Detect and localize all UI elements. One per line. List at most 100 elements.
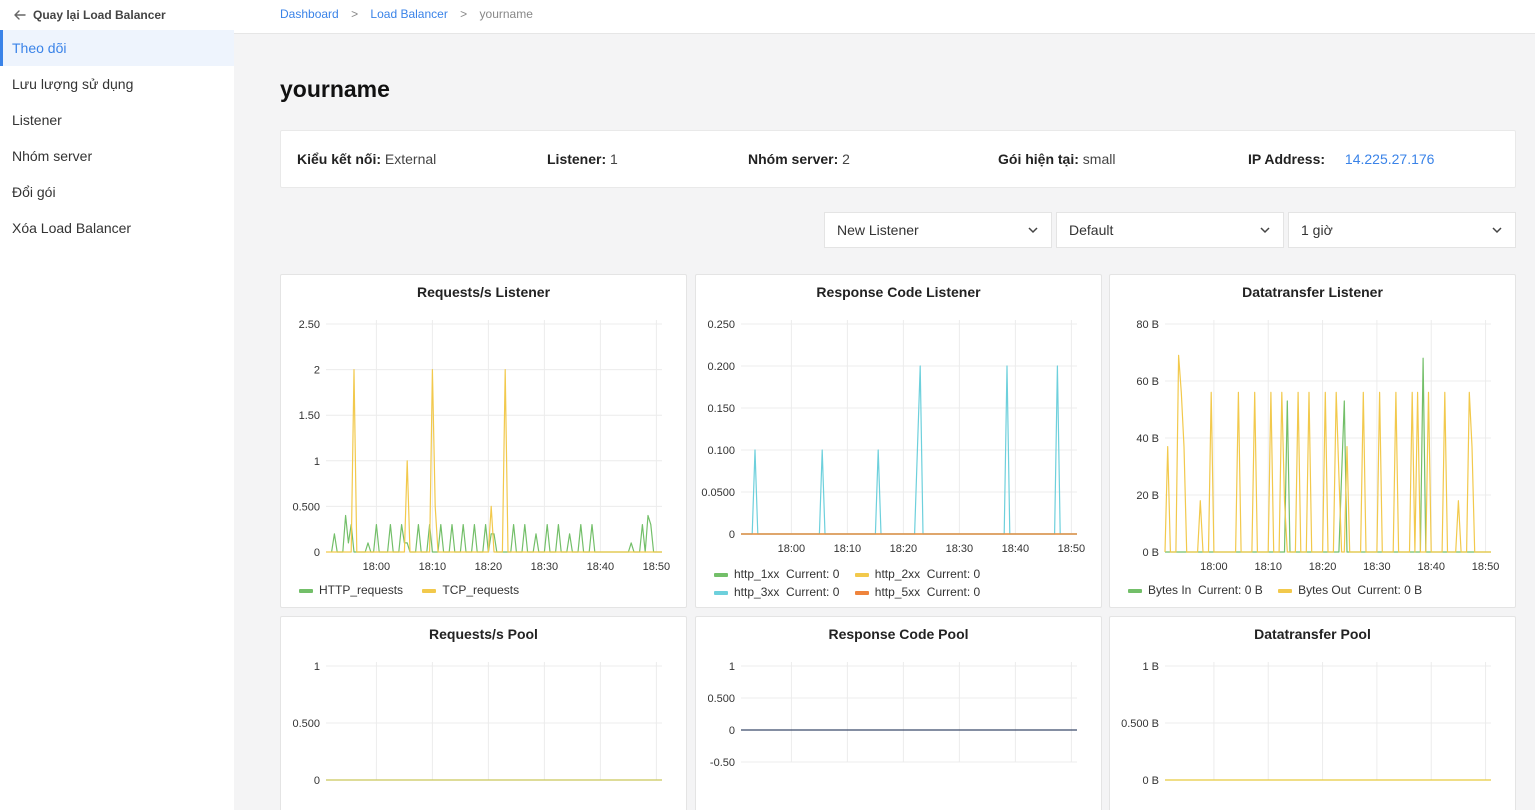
legend-current: 0 B	[1244, 583, 1263, 597]
y-tick-label: 0	[314, 775, 320, 787]
chart-legend: Bytes In Current: 0 B Bytes Out Current:…	[1128, 583, 1422, 597]
sidebar-item-change-plan[interactable]: Đổi gói	[12, 184, 56, 200]
breadcrumb-load-balancer[interactable]: Load Balancer	[370, 7, 448, 21]
series-line-bytes-in	[1165, 357, 1491, 553]
time-range-select[interactable]: 1 giờ	[1288, 212, 1516, 248]
legend-label: HTTP_requests	[319, 583, 404, 597]
x-tick-label: 18:10	[1254, 561, 1282, 573]
legend-swatch	[854, 572, 869, 577]
chart-title: Requests/s Pool	[429, 626, 538, 642]
x-tick-label: 18:00	[778, 543, 806, 555]
server-group-value: 2	[842, 151, 850, 167]
x-tick-label: 18:40	[587, 561, 615, 573]
chart-plot: -0.50 0 0.500 1	[707, 661, 1077, 769]
chart-panel-datatransfer-pool: Datatransfer Pool 0 B 0.500 B 1 B	[1109, 616, 1516, 810]
y-tick-label: 80 B	[1136, 319, 1159, 331]
y-tick-label: 0.100	[707, 445, 735, 457]
legend-item[interactable]: HTTP_requests	[299, 583, 403, 597]
sidebar-item-listener[interactable]: Listener	[12, 112, 62, 128]
legend-item[interactable]: TCP_requests	[422, 583, 519, 597]
y-tick-label: 40 B	[1136, 433, 1159, 445]
listener-select-value: New Listener	[837, 222, 919, 238]
sidebar-item-delete-load-balancer[interactable]: Xóa Load Balancer	[12, 220, 132, 236]
pool-select[interactable]: Default	[1056, 212, 1284, 248]
x-tick-label: 18:00	[363, 561, 391, 573]
chevron-down-icon	[1028, 227, 1038, 234]
x-tick-label: 18:10	[419, 561, 447, 573]
chart-title: Response Code Pool	[828, 626, 969, 642]
y-tick-label: -0.50	[710, 757, 735, 769]
legend-current: 0	[973, 585, 981, 599]
listener-select[interactable]: New Listener	[824, 212, 1052, 248]
chevron-down-icon	[1492, 227, 1502, 234]
legend-label: http_2xx	[874, 567, 921, 581]
server-group-label: Nhóm server:	[748, 151, 839, 167]
x-tick-label: 18:10	[834, 543, 862, 555]
back-link-label: Quay lại Load Balancer	[33, 8, 166, 22]
chart-plot: 0 0.500 1	[292, 661, 662, 787]
legend-swatch	[422, 588, 437, 593]
legend-label: http_5xx	[874, 585, 921, 599]
chart-title: Response Code Listener	[816, 284, 981, 300]
y-tick-label: 0 B	[1142, 547, 1159, 559]
y-tick-label: 1.50	[299, 410, 320, 422]
y-tick-label: 0	[729, 725, 735, 737]
chart-title: Datatransfer Pool	[1254, 626, 1371, 642]
legend-label: Bytes In	[1148, 583, 1192, 597]
chart-panel-response-code-listener: Response Code Listener 0 0.0500 0.100 0.150…	[695, 274, 1102, 608]
legend-swatch	[299, 588, 313, 593]
chart-panel-datatransfer-listener: Datatransfer Listener 0 B 20 B 40 B 60 B 80 …	[1109, 274, 1516, 608]
x-tick-label: 18:30	[531, 561, 559, 573]
y-tick-label: 1	[314, 661, 320, 673]
breadcrumb-dashboard[interactable]: Dashboard	[280, 7, 339, 21]
legend-item[interactable]: Bytes Out Current: 0 B	[1278, 583, 1422, 597]
legend-swatch	[714, 572, 728, 577]
sidebar-item-server-group[interactable]: Nhóm server	[12, 148, 93, 164]
y-tick-label: 0 B	[1142, 775, 1159, 787]
y-tick-label: 0	[729, 529, 735, 541]
legend-current: 0	[973, 567, 981, 581]
series-line-http-requests	[331, 514, 662, 553]
y-tick-label: 60 B	[1136, 376, 1159, 388]
x-tick-label: 18:30	[1363, 561, 1391, 573]
series-line-tcp-requests	[326, 368, 662, 553]
x-tick-label: 18:20	[475, 561, 503, 573]
ip-address-value[interactable]: 14.225.27.176	[1344, 151, 1435, 167]
page-title: yourname	[280, 76, 390, 102]
x-tick-label: 18:50	[643, 561, 671, 573]
chart-panel-requests-listener: Requests/s Listener 0 0.500 1 1.50 2 2.50 18:0…	[280, 274, 687, 608]
current-plan-value: small	[1082, 151, 1116, 167]
legend-item[interactable]: http_2xx Current: 0	[854, 567, 981, 581]
y-tick-label: 1	[314, 456, 320, 468]
load-balancer-info-bar: Kiểu kết nối: External Listener: 1 Nhóm …	[280, 130, 1516, 188]
series-line-bytes-out	[1164, 354, 1491, 553]
legend-item[interactable]: Bytes In Current: 0 B	[1128, 583, 1263, 597]
chart-plot: 0 0.0500 0.100 0.150 0.200 0.250 18:00 18:10 18:…	[701, 319, 1085, 555]
x-tick-label: 18:40	[1417, 561, 1445, 573]
legend-item[interactable]: http_1xx Current: 0	[714, 567, 839, 581]
back-to-load-balancer-link[interactable]: Quay lại Load Balancer	[0, 0, 234, 30]
breadcrumb-separator: >	[351, 7, 359, 21]
legend-item[interactable]: http_5xx Current: 0	[854, 585, 981, 599]
y-tick-label: 0.0500	[701, 487, 735, 499]
connection-type-value: External	[384, 151, 437, 167]
y-tick-label: 0.200	[707, 361, 735, 373]
y-tick-label: 20 B	[1136, 490, 1159, 502]
legend-label: Bytes Out	[1298, 583, 1351, 597]
chart-plot: 0 0.500 1 1.50 2 2.50 18:00 18:10 18:20 18:30 18:4…	[292, 319, 671, 573]
legend-item[interactable]: http_3xx Current: 0	[714, 585, 839, 599]
chart-title: Requests/s Listener	[416, 284, 551, 300]
connection-type-info: Kiểu kết nối: External	[297, 151, 436, 167]
chevron-down-icon	[1260, 227, 1270, 234]
sidebar-item-monitor[interactable]: Theo dõi	[0, 30, 234, 66]
listener-count-value: 1	[610, 151, 618, 167]
sidebar-item-usage[interactable]: Lưu lượng sử dụng	[12, 76, 134, 92]
chart-plot: 0 B 0.500 B 1 B	[1121, 661, 1491, 787]
time-range-select-value: 1 giờ	[1301, 222, 1333, 238]
legend-current: 0 B	[1404, 583, 1423, 597]
x-tick-label: 18:50	[1472, 561, 1500, 573]
current-plan-label: Gói hiện tại:	[998, 151, 1079, 167]
y-tick-label: 0.500	[292, 718, 320, 730]
legend-swatch	[1278, 588, 1293, 593]
chart-plot: 0 B 20 B 40 B 60 B 80 B 18:00 18:10 18:20 18:30 1…	[1136, 319, 1500, 573]
